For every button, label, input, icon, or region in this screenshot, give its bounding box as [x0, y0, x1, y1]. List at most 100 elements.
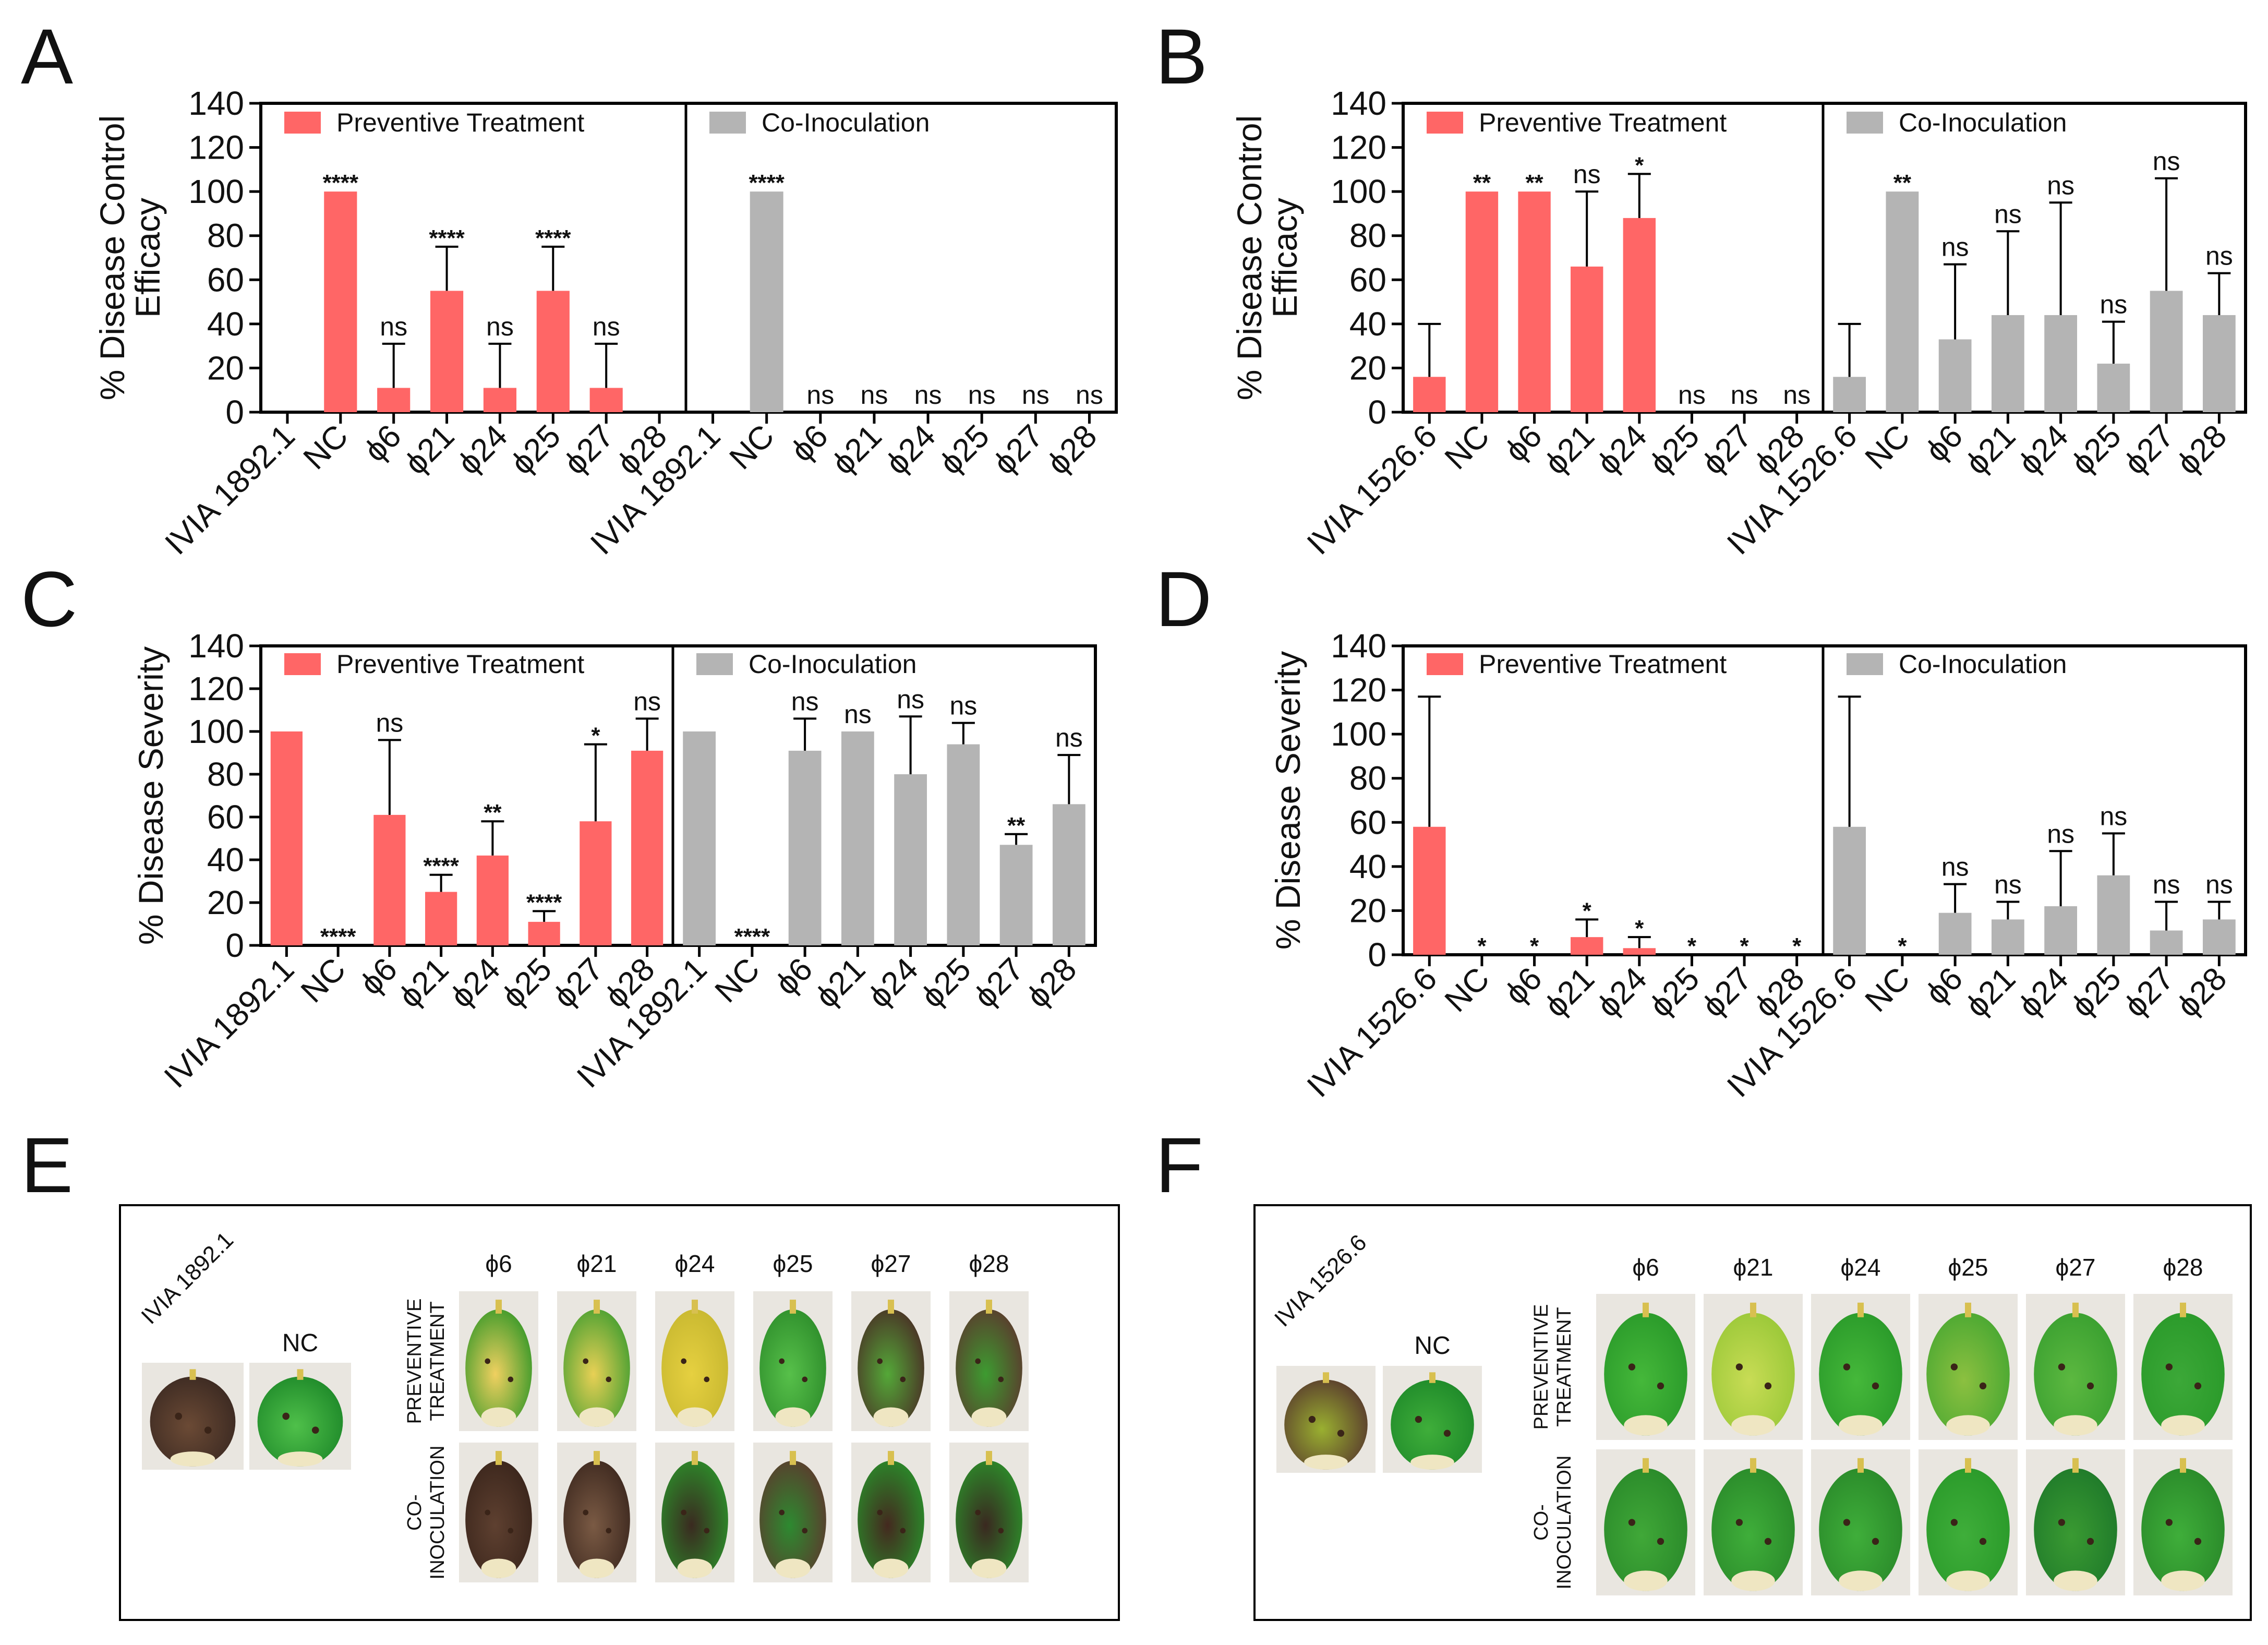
significance-label: ns [1941, 852, 1969, 882]
wound-spot [583, 1358, 589, 1364]
bar [1623, 218, 1656, 412]
y-tick-label: 80 [207, 217, 244, 255]
wound-spot [1872, 1538, 1879, 1545]
fruit-stem [496, 1451, 502, 1465]
x-tick-label: ϕ27 [1695, 418, 1759, 482]
row-label-line: CO- [1530, 1504, 1552, 1541]
fruit-stem [1323, 1372, 1329, 1383]
bar [1413, 826, 1446, 955]
x-tick-label: ϕ6 [357, 418, 408, 469]
panel-letter-c: C [21, 555, 77, 643]
legend-label-coinoculation: Co-Inoculation [749, 650, 916, 679]
fruit-stem [1643, 1458, 1649, 1473]
avocado-fruit [956, 1460, 1022, 1578]
bar [1413, 377, 1446, 412]
fruit-base [481, 1407, 516, 1427]
avocado-fruit [759, 1460, 826, 1578]
significance-label: **** [429, 225, 465, 251]
legend-label-coinoculation: Co-Inoculation [1899, 108, 2067, 137]
avocado-fruit [956, 1309, 1022, 1427]
wound-spot [975, 1509, 981, 1516]
wound-spot [606, 1376, 612, 1383]
bar [1991, 315, 2024, 412]
bar [580, 821, 612, 945]
wound-spot [1657, 1538, 1664, 1545]
bar [324, 191, 357, 412]
significance-label: **** [320, 924, 356, 950]
fruit-stem [790, 1300, 796, 1314]
legend-swatch-coinoculation [1847, 112, 1883, 134]
coinoculation-photo [557, 1443, 636, 1582]
coinoculation-photo [2133, 1449, 2233, 1595]
bar [788, 750, 822, 945]
fruit-stem [2180, 1302, 2186, 1317]
x-tick-label: ϕ25 [1643, 960, 1706, 1024]
significance-label: ns [949, 691, 977, 721]
wound-spot [2194, 1538, 2202, 1545]
fruit-base [2054, 1415, 2097, 1436]
phage-label: ϕ25 [773, 1250, 813, 1277]
bar [1518, 191, 1551, 412]
avocado-fruit [1711, 1468, 1795, 1591]
preventive-photo [753, 1291, 833, 1431]
wound-spot [1735, 1363, 1743, 1371]
wound-spot [1628, 1519, 1636, 1526]
wound-spot [175, 1412, 183, 1420]
phage-label: ϕ27 [871, 1250, 911, 1277]
x-tick-label: ϕ28 [1040, 418, 1104, 482]
bar [476, 855, 509, 945]
bar [894, 774, 927, 945]
legend-swatch-coinoculation [696, 653, 733, 675]
significance-label: ns [2205, 242, 2233, 271]
chart-panel-d: % Disease Severity 0 20 40 60 80 100 120 140 Prev… [1269, 627, 2247, 1104]
fruit-stem [594, 1300, 600, 1314]
y-tick-label: 60 [207, 261, 244, 298]
fruit-stem [189, 1369, 196, 1380]
significance-label: ** [1893, 170, 1912, 196]
significance-label: * [1687, 933, 1697, 959]
legend-swatch-preventive [1427, 112, 1463, 134]
y-tick-label: 20 [1349, 349, 1386, 387]
x-tick-label: ϕ6 [784, 418, 835, 469]
bar [1465, 191, 1499, 412]
x-tick-label: ϕ24 [879, 418, 943, 482]
significance-label: ** [1525, 170, 1543, 196]
bar [1833, 377, 1866, 412]
row-label: CO- INOCULATION [1530, 1456, 1575, 1590]
avocado-fruit [1711, 1313, 1795, 1436]
fruit-stem [2072, 1458, 2079, 1473]
phage-label: ϕ27 [2056, 1254, 2096, 1281]
fruit-stem [2180, 1458, 2186, 1473]
significance-label: ns [2047, 171, 2074, 200]
wound-spot [877, 1509, 883, 1516]
row-label-line: TREATMENT [1553, 1307, 1575, 1426]
wound-spot [606, 1528, 612, 1534]
significance-label: ns [2100, 801, 2127, 831]
coinoculation-photo [1596, 1449, 1695, 1595]
coinoculation-photo [753, 1443, 833, 1582]
significance-label: ns [1731, 380, 1758, 410]
y-tick-label: 120 [188, 129, 244, 166]
y-tick-label: 20 [207, 349, 244, 387]
bar [2202, 315, 2236, 412]
y-axis-label-line: % Disease Control [93, 115, 131, 401]
row-label-line: CO- [404, 1494, 426, 1531]
wound-spot [1764, 1382, 1772, 1390]
fruit-base [873, 1558, 909, 1578]
preventive-photo [851, 1291, 931, 1431]
row-label: CO- INOCULATION [404, 1446, 449, 1580]
wound-spot [779, 1358, 785, 1364]
significance-label: ns [2153, 870, 2180, 899]
avocado-fruit [563, 1309, 630, 1427]
y-tick-label: 40 [1349, 848, 1386, 885]
wound-spot [485, 1509, 491, 1516]
avocado-fruit [257, 1376, 343, 1467]
bar [1833, 826, 1866, 955]
bar [1570, 937, 1603, 955]
x-tick-label: ϕ27 [2117, 960, 2181, 1024]
wound-spot [311, 1426, 319, 1434]
wound-spot [900, 1528, 906, 1534]
coinoculation-photo [1811, 1449, 1910, 1595]
wound-spot [1657, 1382, 1664, 1390]
